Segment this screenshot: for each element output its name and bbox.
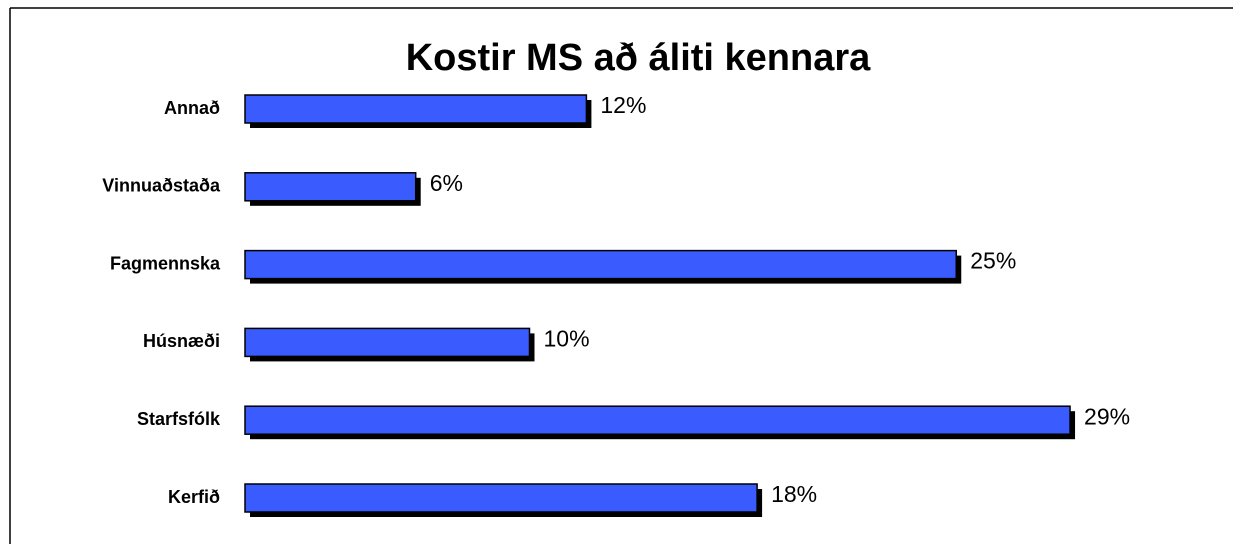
category-label: Annað [164, 98, 220, 118]
bar [244, 249, 957, 280]
category-label: Vinnuaðstaða [102, 176, 221, 196]
category-label: Kerfið [168, 487, 220, 507]
value-label: 29% [1084, 403, 1130, 429]
category-label: Starfsfólk [137, 409, 221, 429]
bar [244, 172, 417, 202]
value-label: 18% [771, 481, 817, 507]
bar [244, 327, 531, 358]
bar [244, 483, 758, 513]
value-label: 10% [544, 325, 590, 351]
category-label: Húsnæði [143, 331, 220, 351]
category-label: Fagmennska [110, 253, 221, 273]
value-label: 25% [970, 248, 1016, 274]
bar [244, 94, 588, 124]
value-label: 12% [600, 92, 646, 118]
value-label: 6% [430, 170, 463, 196]
bar [244, 405, 1071, 435]
chart-title: Kostir MS að áliti kennara [406, 37, 871, 79]
